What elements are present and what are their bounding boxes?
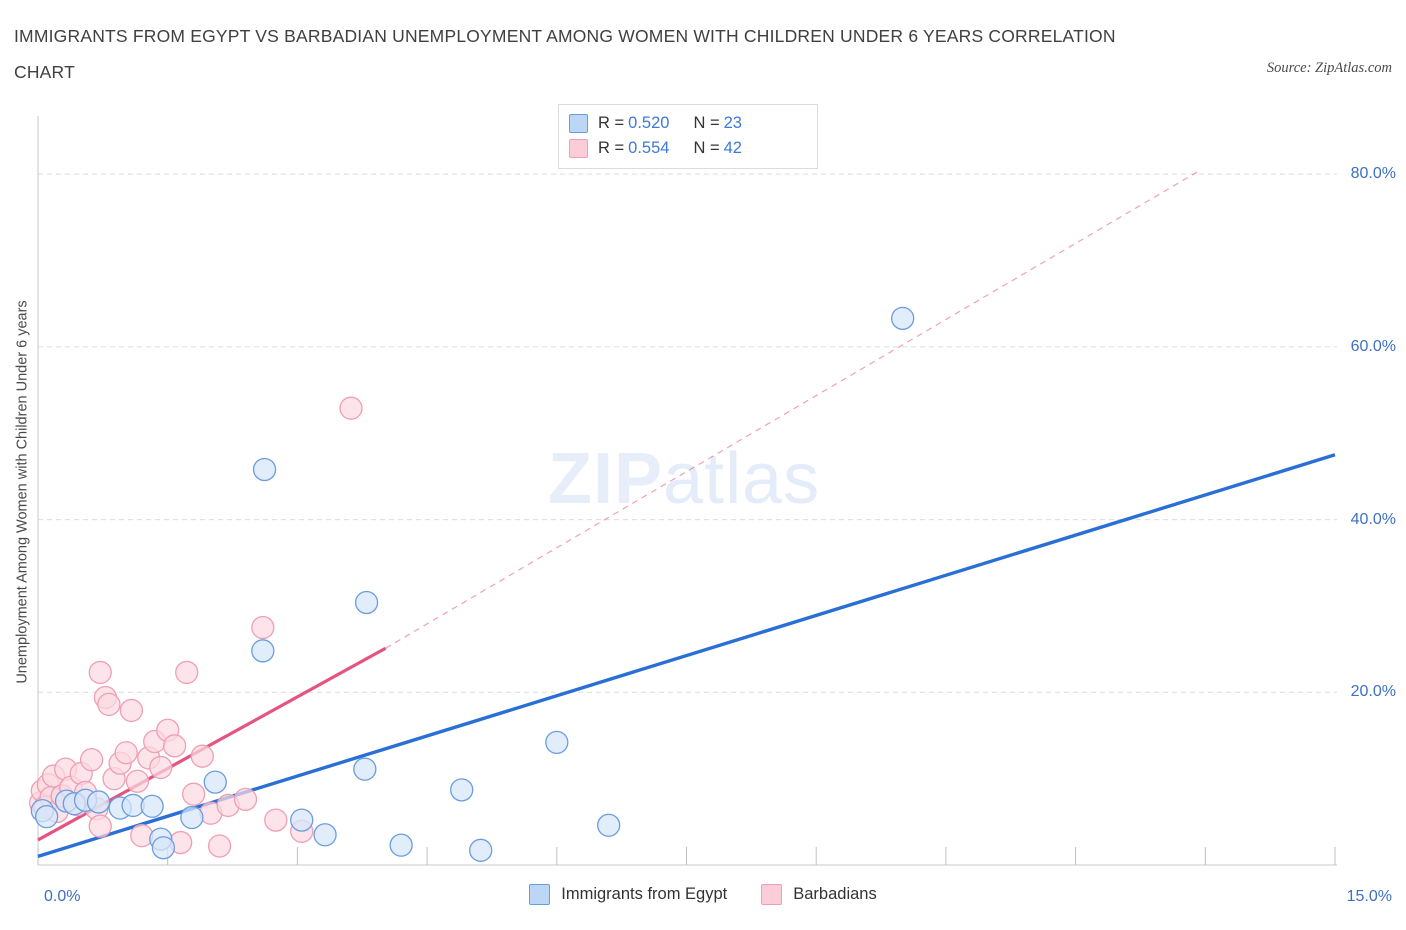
- legend-item-barbadians[interactable]: Barbadians: [761, 884, 877, 905]
- stats-r-value-egypt: 0.520: [628, 114, 670, 132]
- chart-title: IMMIGRANTS FROM EGYPT VS BARBADIAN UNEMP…: [14, 18, 1214, 90]
- y-axis-tick-80: 80.0%: [1350, 165, 1396, 183]
- chart-title-line-2: CHART: [14, 62, 75, 82]
- legend-label-barbadians: Barbadians: [793, 885, 877, 903]
- stats-n-label-egypt: N =: [693, 114, 720, 132]
- y-axis-tick-20: 20.0%: [1350, 683, 1396, 701]
- stats-row-barbadians: R = 0.554 N = 42: [569, 136, 807, 161]
- y-axis-tick-40: 40.0%: [1350, 510, 1396, 528]
- correlation-stats-box: R = 0.520 N = 23 R = 0.554 N = 42: [558, 104, 818, 169]
- source-label: Source: ZipAtlas.com: [1266, 60, 1392, 76]
- stats-n-value-barbadians: 42: [723, 139, 742, 157]
- legend-label-egypt: Immigrants from Egypt: [561, 885, 728, 903]
- x-axis-tick-max: 15.0%: [1346, 888, 1392, 905]
- stats-r-label-barbadians: R =: [598, 139, 625, 157]
- chart-legend: Immigrants from Egypt Barbadians: [0, 884, 1406, 905]
- legend-swatch-barbadians-icon: [761, 884, 783, 905]
- chart-title-line-1: IMMIGRANTS FROM EGYPT VS BARBADIAN UNEMP…: [14, 26, 1116, 46]
- legend-swatch-egypt-icon: [529, 884, 551, 905]
- stats-n-value-egypt: 23: [723, 114, 742, 132]
- watermark: ZIPatlas: [548, 438, 820, 520]
- x-axis-tick-min: 0.0%: [44, 888, 81, 905]
- stats-swatch-egypt-icon: [569, 114, 588, 133]
- stats-r-value-barbadians: 0.554: [628, 139, 670, 157]
- watermark-light: atlas: [663, 439, 821, 519]
- stats-r-label-egypt: R =: [598, 114, 625, 132]
- legend-item-egypt[interactable]: Immigrants from Egypt: [529, 884, 727, 905]
- y-axis-tick-60: 60.0%: [1350, 337, 1396, 355]
- stats-swatch-barbadians-icon: [569, 139, 588, 158]
- watermark-bold: ZIP: [548, 439, 664, 519]
- stats-row-egypt: R = 0.520 N = 23: [569, 111, 807, 136]
- stats-n-label-barbadians: N =: [693, 139, 720, 157]
